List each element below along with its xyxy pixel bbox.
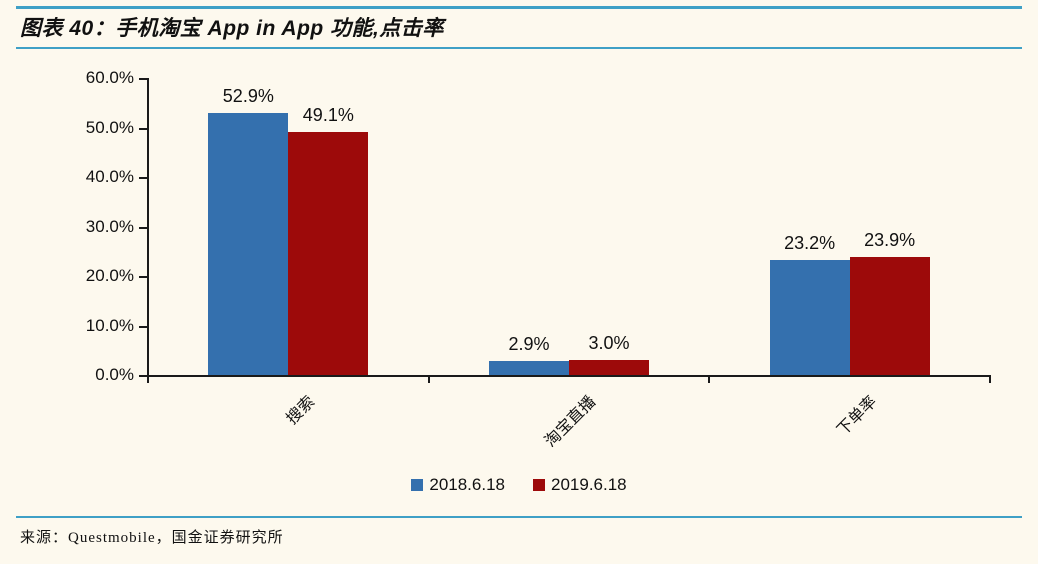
legend-label-2019: 2019.6.18 (551, 475, 627, 494)
footer-divider (16, 516, 1022, 518)
bar-value-label: 23.2% (784, 233, 836, 254)
chart-legend: 2018.6.18 2019.6.18 (0, 475, 1038, 495)
x-category-label: 淘宝直播 (541, 393, 600, 451)
y-axis-tick-label: 40.0% (85, 167, 134, 186)
y-axis-tick-label: 0.0% (95, 365, 134, 384)
legend-swatch-2019-icon (533, 479, 545, 491)
y-tick-mark (139, 226, 147, 229)
y-axis-tick-label: 60.0% (85, 68, 134, 87)
x-tick-mark (147, 375, 149, 383)
legend-item-2019: 2019.6.18 (533, 475, 627, 495)
y-tick-mark (139, 375, 147, 377)
x-tick-mark (427, 375, 430, 383)
y-axis-tick-label: 20.0% (85, 266, 134, 285)
y-tick-mark (139, 127, 147, 130)
bar (489, 360, 569, 375)
y-tick-mark (139, 78, 147, 80)
bar (208, 113, 289, 375)
bar (569, 360, 649, 375)
x-category-label: 下单率 (833, 393, 880, 440)
bar (769, 260, 850, 375)
y-axis-tick-label: 10.0% (85, 315, 134, 335)
legend-label-2018: 2018.6.18 (429, 475, 505, 494)
y-axis-tick-label: 30.0% (85, 216, 134, 236)
bar-value-label: 23.9% (864, 229, 916, 250)
title-divider (16, 47, 1022, 49)
y-tick-mark (139, 276, 147, 278)
x-tick-mark (989, 375, 991, 383)
x-tick-mark (708, 375, 711, 383)
x-axis-line (147, 375, 991, 377)
bar-value-label: 49.1% (302, 104, 354, 125)
legend-item-2018: 2018.6.18 (411, 475, 505, 495)
bar-value-label: 3.0% (588, 333, 630, 354)
bar (849, 256, 930, 375)
legend-swatch-2018-icon (411, 479, 424, 491)
source-note: 来源：Questmobile，国金证券研究所 (20, 530, 284, 546)
bar-value-label: 2.9% (508, 333, 550, 354)
x-category-label: 搜索 (283, 393, 319, 428)
y-axis-line (147, 78, 149, 375)
y-axis-tick-label: 50.0% (85, 117, 134, 137)
y-tick-mark (139, 177, 147, 179)
figure-title: 图表 40：手机淘宝 App in App 功能,点击率 (20, 17, 444, 40)
bar (288, 131, 369, 375)
y-tick-mark (139, 325, 147, 328)
chart-stage: 2018.6.18 2019.6.18 0.0% 10.0% 20.0% 30.0% 4… (0, 49, 1038, 509)
top-rule (16, 6, 1022, 9)
bar-value-label: 52.9% (222, 86, 274, 107)
